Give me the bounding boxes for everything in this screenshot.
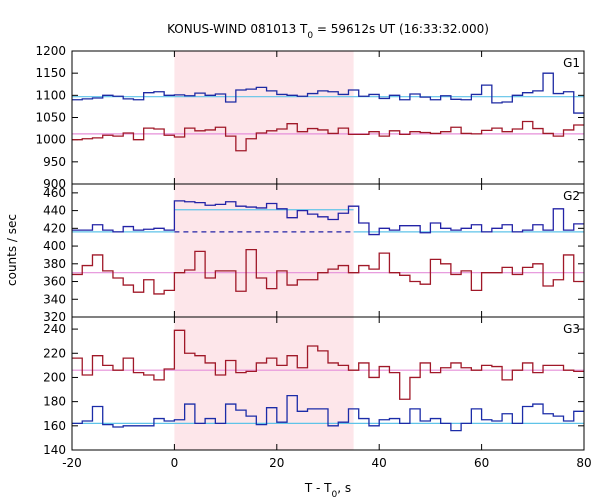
- panel-label-g3: G3: [563, 322, 580, 336]
- y-tick-label-g2: 460: [43, 186, 66, 200]
- chart-title-suffix: = 59612s UT (16:33:32.000): [313, 22, 489, 36]
- y-tick-label-g3: 240: [43, 322, 66, 336]
- shaded-interval: [174, 51, 354, 450]
- series-g3-high: [72, 394, 584, 432]
- chart-title-prefix: KONUS-WIND 081013 T: [167, 22, 308, 36]
- x-axis-title-subscript: 0: [332, 490, 338, 500]
- y-tick-label-g2: 440: [43, 204, 66, 218]
- chart-title: KONUS-WIND 081013 T0 = 59612s UT (16:33:…: [167, 22, 489, 41]
- y-tick-label-g3: 220: [43, 346, 66, 360]
- y-tick-label-g2: 380: [43, 257, 66, 271]
- panel-label-g2: G2: [563, 189, 580, 203]
- y-tick-label-g1: 950: [43, 155, 66, 169]
- x-axis-title-prefix: T - T: [304, 481, 332, 495]
- y-tick-label-g2: 420: [43, 221, 66, 235]
- y-tick-label-g1: 1100: [35, 88, 66, 102]
- y-tick-label-g2: 360: [43, 275, 66, 289]
- series-g1-high: [72, 72, 584, 114]
- x-axis-title-suffix: , s: [337, 481, 351, 495]
- x-tick-label: 80: [576, 456, 591, 470]
- x-tick-label: 60: [474, 456, 489, 470]
- y-tick-label-g2: 400: [43, 239, 66, 253]
- y-tick-label-g1: 1050: [35, 111, 66, 125]
- y-tick-label-g2: 320: [43, 310, 66, 324]
- y-tick-label-g1: 1200: [35, 44, 66, 58]
- x-tick-label: 20: [269, 456, 284, 470]
- y-tick-label-g2: 340: [43, 292, 66, 306]
- series-g3-low: [72, 329, 584, 400]
- series-g2-high: [72, 200, 584, 236]
- y-tick-label-g1: 1150: [35, 66, 66, 80]
- panel-label-g1: G1: [563, 56, 580, 70]
- y-tick-label-g3: 200: [43, 370, 66, 384]
- series-g1-low: [72, 120, 584, 152]
- series-g2-low: [72, 248, 584, 295]
- x-tick-label: 0: [171, 456, 179, 470]
- y-tick-label-g3: 180: [43, 395, 66, 409]
- x-tick-label: -20: [62, 456, 82, 470]
- y-tick-label-g1: 1000: [35, 133, 66, 147]
- y-tick-label-g1: 900: [43, 177, 66, 191]
- chart-title-subscript: 0: [307, 31, 313, 41]
- x-axis-title: T - T0, s: [304, 481, 351, 500]
- panel-frame-g3: [71, 316, 585, 451]
- x-tick-label: 40: [372, 456, 387, 470]
- y-tick-label-g3: 160: [43, 419, 66, 433]
- y-tick-label-g3: 140: [43, 443, 66, 457]
- y-axis-title: counts / sec: [5, 214, 19, 286]
